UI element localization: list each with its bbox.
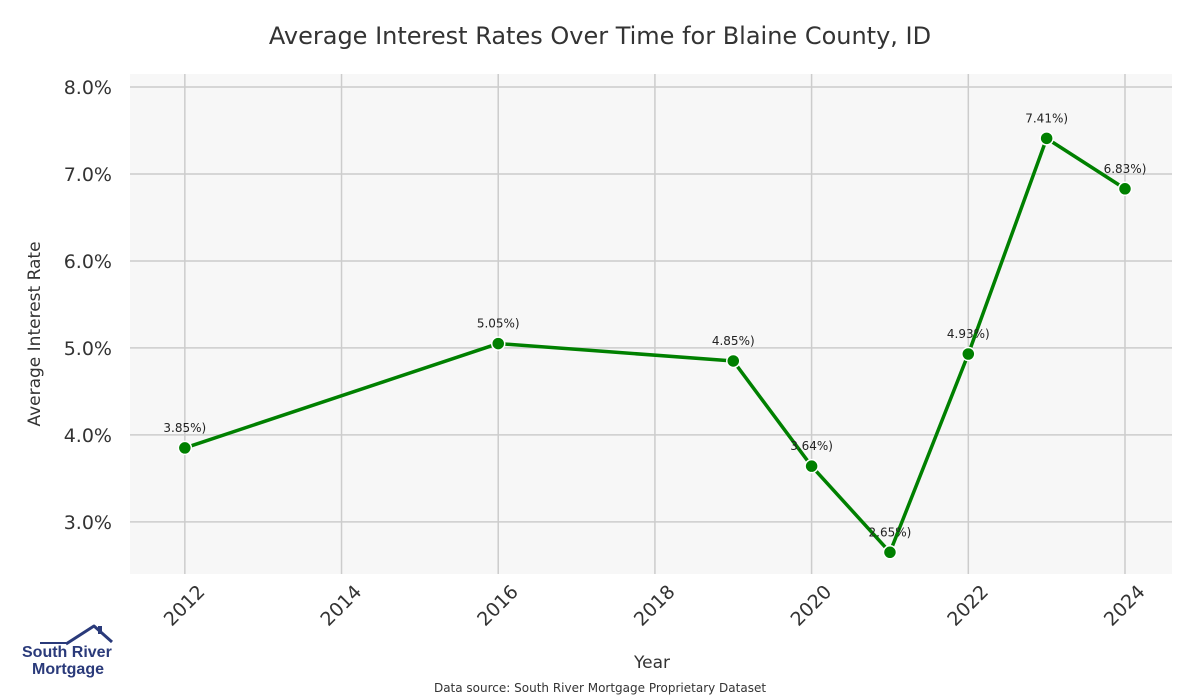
data-label: 2.65%) (869, 525, 912, 539)
series-line (183, 136, 1127, 555)
logo-text-mortgage: Mortgage (32, 661, 104, 678)
x-axis-title: Year (633, 653, 670, 673)
x-tick-label: 2018 (630, 581, 680, 631)
x-tick-label: 2012 (160, 581, 210, 631)
x-tick-label: 2014 (316, 581, 366, 631)
y-tick-label: 4.0% (64, 425, 112, 447)
data-point (961, 346, 976, 362)
y-tick-label: 3.0% (64, 512, 112, 534)
company-logo: South River Mortgage (18, 620, 118, 680)
data-source-note: Data source: South River Mortgage Propri… (433, 681, 767, 695)
x-tick-label: 2016 (473, 581, 523, 631)
data-label: 4.93%) (947, 327, 990, 341)
data-point (1117, 181, 1133, 197)
data-point (726, 353, 741, 369)
data-point (1039, 131, 1054, 146)
data-label: 3.64%) (790, 439, 833, 453)
data-point (490, 336, 506, 351)
y-tick-label: 6.0% (64, 251, 112, 273)
y-tick-label: 8.0% (64, 77, 112, 99)
x-tick-label: 2022 (943, 581, 993, 631)
data-point (882, 545, 898, 560)
data-label: 3.85%) (163, 421, 206, 435)
data-label: 7.41%) (1025, 111, 1068, 125)
data-point (804, 458, 819, 474)
data-label: 4.85%) (712, 334, 755, 348)
y-axis-title: Average Interest Rate (25, 241, 45, 426)
plot-area (130, 74, 1172, 574)
data-label: 5.05%) (477, 317, 520, 331)
data-point (177, 440, 193, 456)
x-tick-label: 2020 (786, 581, 836, 631)
logo-text-south-river: South River (22, 644, 112, 661)
data-label: 6.83%) (1104, 162, 1147, 176)
x-tick-label: 2024 (1100, 581, 1150, 631)
y-tick-label: 7.0% (64, 164, 112, 186)
house-roof-icon (40, 624, 113, 646)
chart-title: Average Interest Rates Over Time for Bla… (268, 22, 932, 50)
y-tick-label: 5.0% (64, 338, 112, 360)
